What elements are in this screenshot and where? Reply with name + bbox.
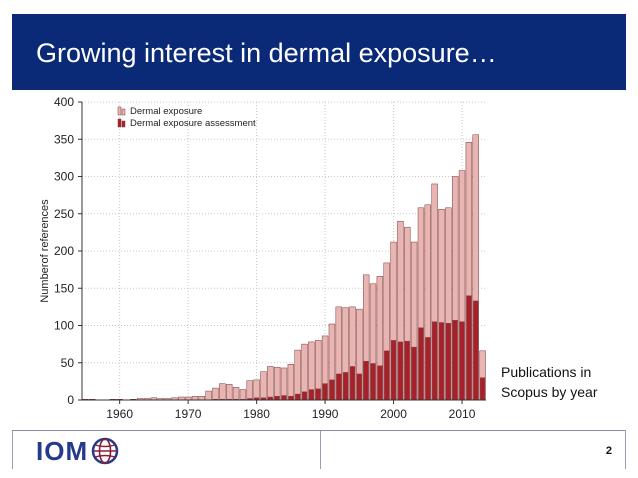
footer: IOM 2 bbox=[12, 430, 626, 469]
bar-dermal-exposure bbox=[191, 396, 199, 401]
bar-dermal-exposure bbox=[226, 384, 233, 401]
bar-dermal-assessment bbox=[445, 323, 451, 401]
bar-dermal-exposure bbox=[232, 387, 240, 401]
bar-dermal-assessment bbox=[301, 391, 308, 401]
bar-dermal-exposure bbox=[280, 367, 288, 401]
bar-dermal-assessment bbox=[336, 373, 342, 401]
bar-dermal-assessment bbox=[432, 321, 438, 401]
bar-dermal-exposure bbox=[260, 371, 267, 401]
bar-dermal-assessment bbox=[452, 320, 458, 401]
legend-swatch bbox=[117, 118, 122, 128]
footer-left-edge bbox=[12, 431, 13, 469]
bar-dermal-exposure bbox=[253, 379, 260, 401]
footer-divider bbox=[320, 431, 321, 469]
bar-dermal-exposure bbox=[273, 366, 281, 401]
bar-dermal-assessment bbox=[315, 388, 321, 401]
bar-dermal-assessment bbox=[343, 372, 349, 401]
bar-dermal-assessment bbox=[438, 322, 445, 401]
chart-caption: Publications in Scopus by year bbox=[501, 364, 598, 400]
bar-dermal-assessment bbox=[370, 363, 376, 401]
x-tick-label: 1970 bbox=[175, 407, 202, 421]
y-tick-label: 350 bbox=[54, 132, 74, 146]
bar-dermal-assessment bbox=[384, 350, 390, 401]
bar-dermal-exposure bbox=[246, 380, 253, 401]
y-tick-label: 100 bbox=[54, 319, 74, 333]
y-tick-label: 300 bbox=[54, 170, 74, 184]
bar-dermal-assessment bbox=[480, 377, 486, 401]
chart-panel: 0 50 100 150 200 250 300 350 400 1960 1970 1980 1990… bbox=[36, 92, 490, 428]
bar-dermal-assessment bbox=[281, 395, 287, 401]
bar-dermal-assessment bbox=[425, 337, 431, 401]
x-tick-label: 1990 bbox=[312, 407, 339, 421]
bar-dermal-assessment bbox=[329, 379, 335, 401]
x-tick-label: 2010 bbox=[449, 407, 476, 421]
bar-dermal-assessment bbox=[377, 365, 383, 401]
y-tick-label: 0 bbox=[67, 393, 74, 407]
bar-dermal-assessment bbox=[397, 341, 403, 401]
y-tick-label: 250 bbox=[54, 207, 74, 221]
footer-right-edge bbox=[625, 431, 626, 469]
bar-dermal-exposure bbox=[287, 363, 295, 401]
y-tick-label: 200 bbox=[54, 244, 74, 258]
globe-icon bbox=[91, 437, 119, 465]
bar-dermal-assessment bbox=[418, 327, 424, 401]
legend-label: Dermal exposure bbox=[130, 106, 202, 117]
slide-title: Growing interest in dermal exposure… bbox=[36, 38, 497, 68]
legend-swatch bbox=[121, 108, 126, 116]
bar-dermal-exposure bbox=[198, 396, 206, 401]
bar-dermal-exposure bbox=[205, 390, 212, 401]
y-tick-label: 150 bbox=[54, 281, 74, 295]
bar-dermal-exposure bbox=[239, 389, 247, 401]
title-bar: Growing interest in dermal exposure… bbox=[12, 14, 626, 90]
publications-chart: 0 50 100 150 200 250 300 350 400 1960 1970 1980 1990… bbox=[39, 95, 486, 421]
bar-dermal-assessment bbox=[459, 321, 465, 401]
y-tick-label: 50 bbox=[61, 356, 75, 370]
y-axis-label: Numberof references bbox=[39, 199, 51, 303]
bar-dermal-assessment bbox=[295, 393, 301, 401]
bar-dermal-assessment bbox=[466, 295, 472, 401]
bar-dermal-exposure bbox=[267, 366, 274, 401]
bar-dermal-assessment bbox=[349, 366, 356, 401]
bar-dermal-exposure bbox=[294, 349, 301, 401]
bar-dermal-assessment bbox=[363, 361, 369, 401]
bar-dermal-assessment bbox=[274, 396, 280, 401]
x-tick-label: 1980 bbox=[243, 407, 270, 421]
bar-dermal-assessment bbox=[404, 340, 410, 401]
bar-dermal-assessment bbox=[411, 346, 417, 401]
bar-dermal-assessment bbox=[308, 389, 314, 401]
bar-dermal-assessment bbox=[391, 340, 397, 401]
legend-label: Dermal exposure assessment bbox=[130, 118, 256, 129]
iom-logo: IOM bbox=[36, 435, 120, 467]
logo-text: IOM bbox=[36, 435, 89, 466]
y-tick-label: 400 bbox=[54, 95, 74, 109]
bar-dermal-assessment bbox=[288, 396, 294, 401]
legend-swatch bbox=[121, 120, 126, 128]
x-tick-label: 1960 bbox=[106, 407, 133, 421]
x-tick-label: 2000 bbox=[380, 407, 407, 421]
bar-dermal-assessment bbox=[322, 383, 328, 401]
bar-dermal-exposure bbox=[212, 387, 219, 401]
bar-dermal-exposure bbox=[219, 383, 226, 401]
bar-dermal-assessment bbox=[356, 373, 362, 401]
page-number: 2 bbox=[605, 445, 612, 457]
legend-swatch bbox=[117, 106, 122, 116]
bar-dermal-assessment bbox=[473, 300, 479, 401]
